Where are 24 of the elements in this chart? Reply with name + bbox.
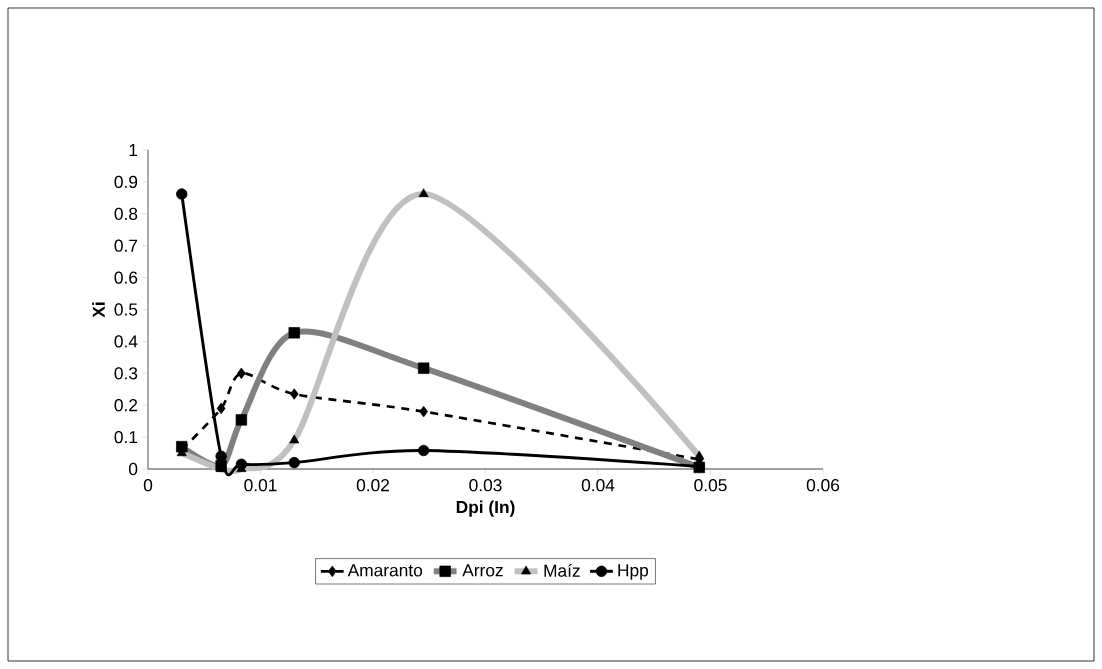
x-axis-title: Dpi (In) [456,500,515,517]
y-tick-label: 0.1 [114,430,138,444]
legend-label: Maíz [544,563,580,577]
y-tick-label: 0.5 [114,303,138,316]
x-tick-label: 0.05 [694,479,727,492]
y-tick-label: 0 [128,462,138,476]
legend-label: Hpp [618,564,649,580]
y-axis-title: Xi [92,302,105,318]
x-tick-label: 0.06 [806,479,840,492]
y-tick-label: 0.4 [114,335,138,348]
x-tick-label: 0.04 [581,479,615,492]
legend-label: Amaranto [347,564,423,577]
x-tick-label: 0 [143,479,153,492]
y-tick-label: 0.8 [114,207,138,220]
x-tick-label: 0.01 [244,479,277,492]
y-tick-label: 0.3 [114,367,138,380]
y-tick-label: 0.7 [114,239,138,252]
y-tick-label: 0.9 [114,175,138,189]
x-tick-label: 0.03 [469,479,502,492]
y-tick-label: 0.6 [114,271,138,284]
legend-label: Arroz [462,564,503,577]
y-tick-label: 1 [129,144,138,156]
y-tick-label: 0.2 [114,399,138,412]
x-tick-label: 0.02 [356,479,389,492]
